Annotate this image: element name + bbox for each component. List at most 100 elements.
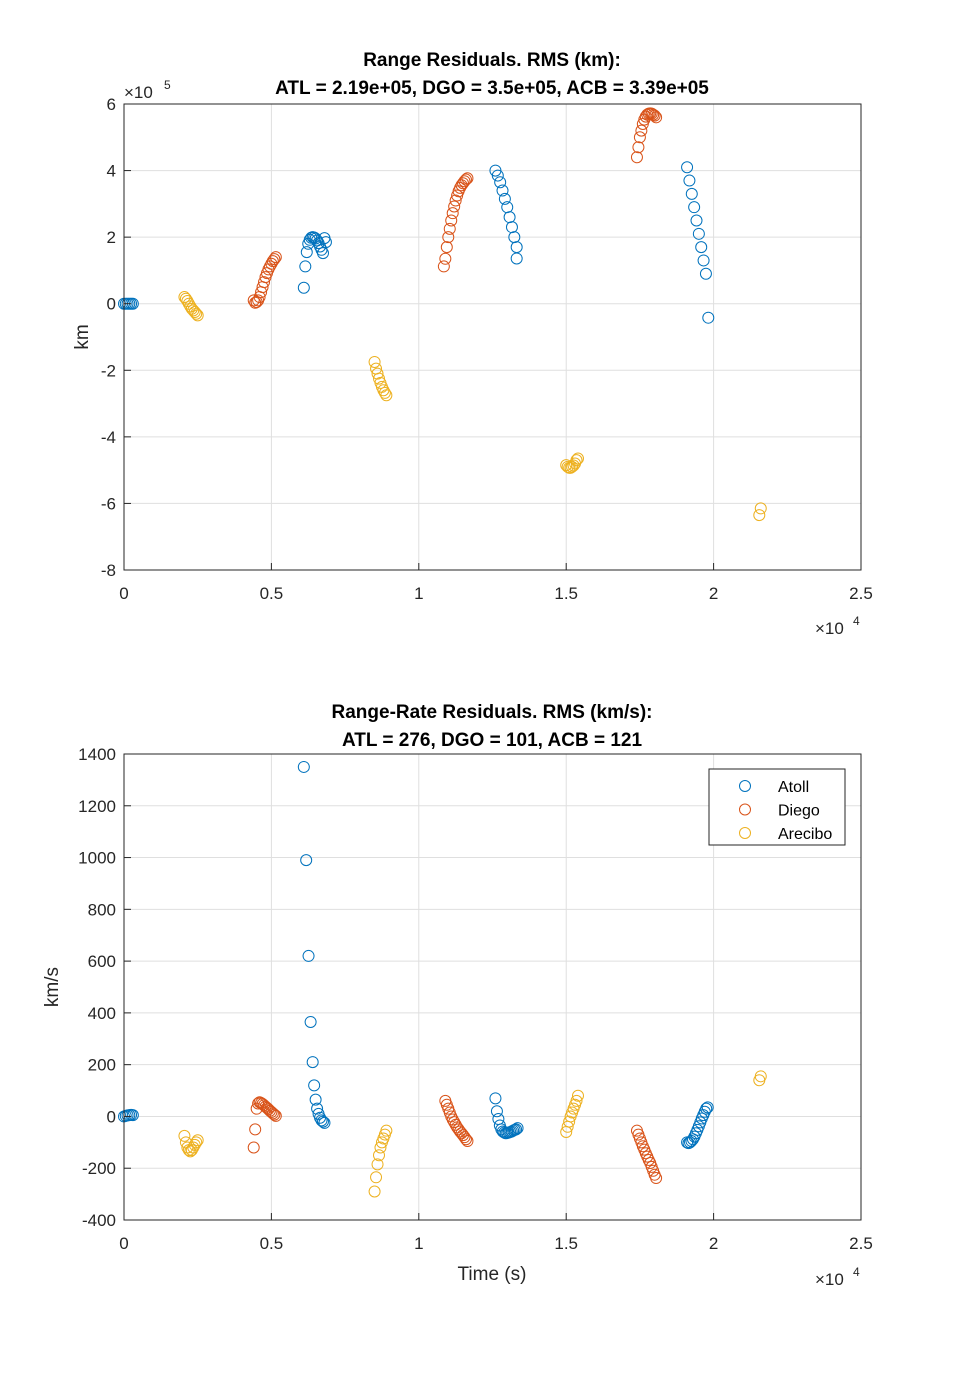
- chart-subtitle: ATL = 2.19e+05, DGO = 3.5e+05, ACB = 3.3…: [275, 78, 709, 99]
- data-point: [681, 161, 694, 174]
- data-point: [443, 222, 456, 235]
- range-rate-residuals-axes: 0 0.5 1 1.5 2 2.5 -400 -200 0 200 400 600 800 1000 12…: [42, 702, 873, 1289]
- x-tick-label: 1.5: [554, 1234, 578, 1253]
- data-point: [563, 1115, 576, 1128]
- data-markers: [118, 760, 767, 1198]
- data-point: [753, 509, 766, 522]
- legend-box: [708, 768, 846, 846]
- x-tick-label: 0.5: [260, 584, 284, 603]
- chart-subtitle: ATL = 276, DGO = 101, ACB = 121: [342, 730, 643, 751]
- y-multiplier-base: ×10: [124, 83, 153, 102]
- data-point: [319, 236, 332, 249]
- data-point: [630, 151, 643, 164]
- data-point: [300, 854, 313, 867]
- y-tick-label: -200: [82, 1159, 116, 1178]
- x-tick-label: 2.5: [849, 584, 873, 603]
- data-point: [459, 1133, 472, 1146]
- data-point: [635, 124, 648, 137]
- x-tick-label: 2.5: [849, 1234, 873, 1253]
- data-point: [368, 355, 381, 368]
- y-multiplier-exp: 5: [164, 78, 171, 92]
- data-point: [300, 246, 313, 259]
- data-point: [639, 110, 652, 123]
- data-point: [178, 291, 191, 304]
- series-arecibo: [178, 1070, 767, 1198]
- chart-title: Range Residuals. RMS (km):: [363, 50, 621, 71]
- y-tick-label: 400: [88, 1004, 116, 1023]
- data-point: [249, 1123, 262, 1136]
- y-tick-label: 600: [88, 952, 116, 971]
- series-arecibo: [178, 291, 767, 522]
- data-point: [191, 309, 204, 322]
- data-point: [697, 254, 710, 267]
- data-point: [297, 281, 310, 294]
- data-point: [461, 172, 474, 185]
- x-tick-label: 2: [709, 1234, 718, 1253]
- data-point: [688, 201, 701, 214]
- data-point: [510, 252, 523, 265]
- axes-box: [123, 753, 862, 1221]
- y-tick-label: 0: [107, 295, 116, 314]
- y-tick-label: 1000: [78, 849, 116, 868]
- data-point: [455, 1127, 468, 1140]
- axes-box: [123, 103, 862, 571]
- y-ticks: -8 -6 -4 -2 0 2 4 6: [101, 95, 131, 580]
- y-tick-label: 4: [107, 162, 116, 181]
- data-point: [297, 760, 310, 773]
- data-point: [754, 502, 767, 515]
- data-point: [496, 184, 509, 197]
- data-point: [370, 1171, 383, 1184]
- data-point: [258, 276, 271, 289]
- data-point: [459, 173, 472, 186]
- legend-marker-atoll: [739, 780, 751, 792]
- x-axis-label: Time (s): [458, 1264, 527, 1285]
- data-point: [683, 174, 696, 187]
- y-exponent-multiplier: ×10 5: [124, 78, 171, 102]
- data-point: [188, 306, 201, 319]
- data-point: [247, 1141, 260, 1154]
- x-multiplier-base: ×10: [815, 1270, 844, 1289]
- y-tick-label: 2: [107, 228, 116, 247]
- data-point: [695, 241, 708, 254]
- data-point: [373, 1149, 386, 1162]
- data-point: [191, 1134, 204, 1147]
- y-tick-label: -4: [101, 428, 116, 447]
- data-point: [510, 1123, 523, 1136]
- x-tick-label: 1: [414, 1234, 423, 1253]
- data-point: [448, 200, 461, 213]
- data-point: [701, 1101, 714, 1114]
- data-point: [439, 252, 452, 265]
- data-point: [309, 1093, 322, 1106]
- data-point: [380, 1124, 393, 1137]
- data-point: [371, 1158, 384, 1171]
- x-exponent-multiplier: ×10 4: [815, 614, 860, 638]
- data-point: [318, 1116, 331, 1129]
- legend-marker-diego: [739, 803, 751, 816]
- data-point: [445, 214, 458, 227]
- data-point: [685, 187, 698, 200]
- data-point: [306, 1056, 319, 1069]
- data-point: [449, 194, 462, 207]
- series-diego: [247, 1094, 663, 1185]
- y-tick-label: 800: [88, 900, 116, 919]
- data-point: [184, 1145, 197, 1158]
- x-tick-label: 1: [414, 584, 423, 603]
- x-exponent-multiplier: ×10 4: [815, 1265, 860, 1289]
- series-atoll: [118, 760, 714, 1150]
- y-tick-label: -2: [101, 361, 116, 380]
- y-axis-label: km/s: [42, 967, 63, 1007]
- data-point: [461, 1135, 474, 1148]
- x-multiplier-exp: 4: [853, 1265, 860, 1279]
- data-point: [304, 1015, 317, 1028]
- series-diego: [247, 107, 663, 309]
- data-point: [371, 367, 384, 380]
- x-ticks: 0 0.5 1 1.5 2 2.5: [119, 1213, 873, 1253]
- data-point: [570, 1094, 583, 1107]
- data-point: [265, 1106, 278, 1119]
- data-point: [378, 386, 391, 399]
- data-point: [457, 1129, 470, 1142]
- data-point: [633, 131, 646, 144]
- data-point: [380, 389, 393, 402]
- legend: Atoll Diego Arecibo: [708, 768, 846, 846]
